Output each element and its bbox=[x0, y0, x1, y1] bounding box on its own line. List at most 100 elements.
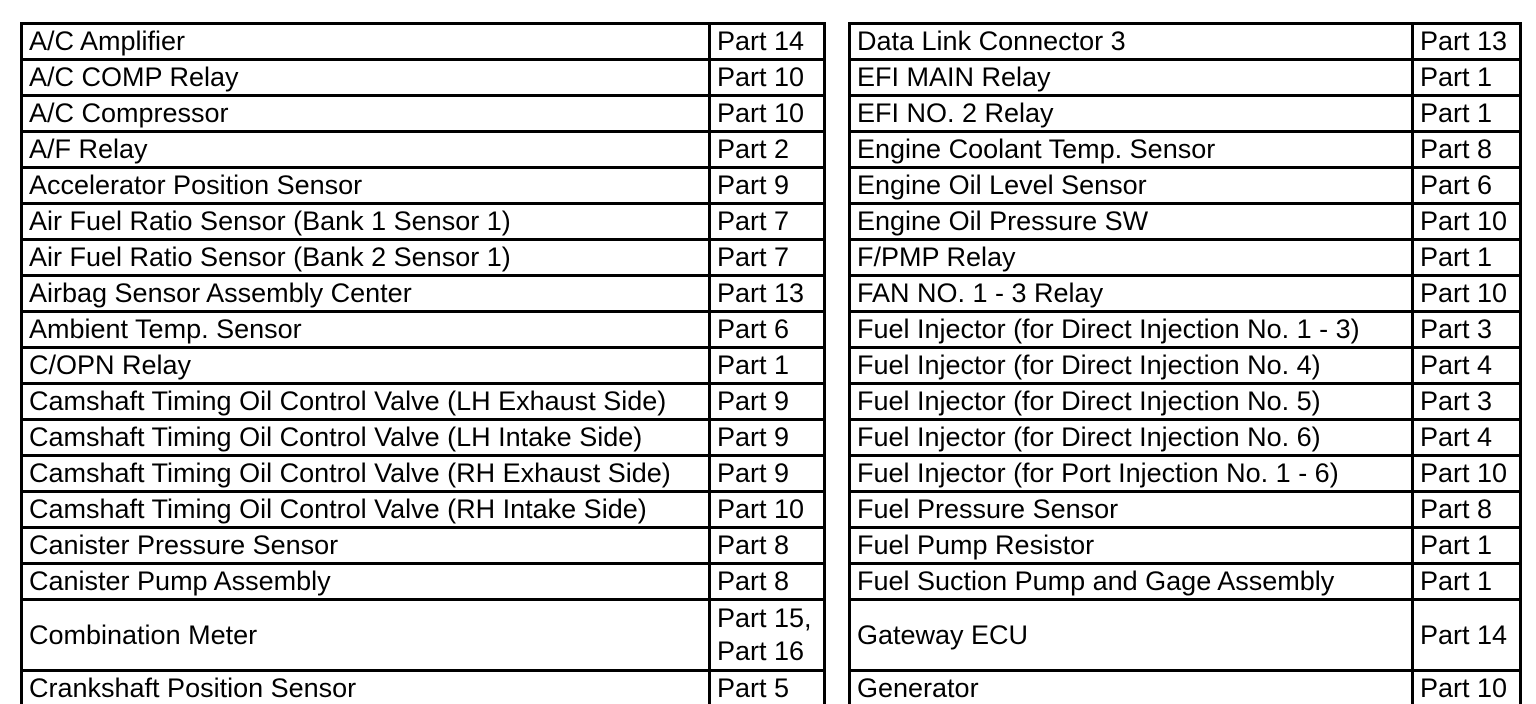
part-number-cell: Part 9 bbox=[717, 170, 790, 200]
table-row: A/C COMP Relay Part 10 bbox=[23, 61, 823, 97]
part-number-cell: Part 10 bbox=[717, 494, 805, 524]
part-number-cell: Part 8 bbox=[717, 566, 790, 596]
part-number-cell: Part 13 bbox=[717, 278, 805, 308]
component-name-cell: Fuel Injector (for Direct Injection No. … bbox=[851, 421, 1414, 454]
component-name-cell: Camshaft Timing Oil Control Valve (LH Ex… bbox=[23, 385, 711, 418]
component-name-cell: Fuel Pump Resistor bbox=[851, 529, 1414, 562]
table-row: Airbag Sensor Assembly Center Part 13 bbox=[23, 277, 823, 313]
part-number-cell: Part 2 bbox=[717, 134, 790, 164]
part-number-cell: Part 3 bbox=[1420, 386, 1493, 416]
part-number-cell: Part 10 bbox=[1420, 206, 1508, 236]
table-row: Camshaft Timing Oil Control Valve (RH In… bbox=[23, 493, 823, 529]
part-number-cell: Part 7 bbox=[717, 206, 790, 236]
part-number-cell: Part 7 bbox=[717, 242, 790, 272]
table-row: A/C Amplifier Part 14 bbox=[23, 25, 823, 61]
part-number-cell: Part 1 bbox=[1420, 530, 1493, 560]
component-name-cell: A/F Relay bbox=[23, 133, 711, 166]
table-row: Fuel Pump Resistor Part 1 bbox=[851, 529, 1519, 565]
table-row: Generator Part 10 bbox=[851, 672, 1519, 704]
component-name-cell: Fuel Injector (for Direct Injection No. … bbox=[851, 313, 1414, 346]
table-row: Camshaft Timing Oil Control Valve (LH Ex… bbox=[23, 385, 823, 421]
component-name-cell: Canister Pressure Sensor bbox=[23, 529, 711, 562]
table-row: Accelerator Position Sensor Part 9 bbox=[23, 169, 823, 205]
table-row: Fuel Injector (for Direct Injection No. … bbox=[851, 313, 1519, 349]
component-name-cell: EFI NO. 2 Relay bbox=[851, 97, 1414, 130]
component-name-cell: A/C Amplifier bbox=[23, 25, 711, 58]
table-row: Fuel Injector (for Direct Injection No. … bbox=[851, 385, 1519, 421]
component-name-cell: Canister Pump Assembly bbox=[23, 565, 711, 598]
part-number-cell: Part 8 bbox=[717, 530, 790, 560]
part-number-cell: Part 5 bbox=[717, 673, 790, 703]
component-name-cell: C/OPN Relay bbox=[23, 349, 711, 382]
table-row: EFI NO. 2 Relay Part 1 bbox=[851, 97, 1519, 133]
table-row: EFI MAIN Relay Part 1 bbox=[851, 61, 1519, 97]
table-row: Engine Oil Pressure SW Part 10 bbox=[851, 205, 1519, 241]
component-name-cell: Generator bbox=[851, 672, 1414, 704]
table-row: Fuel Injector (for Port Injection No. 1 … bbox=[851, 457, 1519, 493]
part-number-cell: Part 1 bbox=[1420, 566, 1493, 596]
table-row: Ambient Temp. Sensor Part 6 bbox=[23, 313, 823, 349]
component-name-cell: Accelerator Position Sensor bbox=[23, 169, 711, 202]
component-name-cell: Fuel Pressure Sensor bbox=[851, 493, 1414, 526]
table-row: Fuel Injector (for Direct Injection No. … bbox=[851, 421, 1519, 457]
table-row: F/PMP Relay Part 1 bbox=[851, 241, 1519, 277]
component-name-cell: Data Link Connector 3 bbox=[851, 25, 1414, 58]
part-number-cell: Part 1 bbox=[1420, 242, 1493, 272]
table-row: Engine Oil Level Sensor Part 6 bbox=[851, 169, 1519, 205]
part-number-cell: Part 8 bbox=[1420, 494, 1493, 524]
table-row: FAN NO. 1 - 3 Relay Part 10 bbox=[851, 277, 1519, 313]
part-number-cell: Part 10 bbox=[1420, 278, 1508, 308]
part-number-cell: Part 13 bbox=[1420, 26, 1508, 56]
component-name-cell: Engine Oil Level Sensor bbox=[851, 169, 1414, 202]
component-name-cell: Fuel Injector (for Port Injection No. 1 … bbox=[851, 457, 1414, 490]
component-name-cell: Camshaft Timing Oil Control Valve (RH In… bbox=[23, 493, 711, 526]
table-row: A/C Compressor Part 10 bbox=[23, 97, 823, 133]
part-number-cell: Part 9 bbox=[717, 458, 790, 488]
table-row: Camshaft Timing Oil Control Valve (RH Ex… bbox=[23, 457, 823, 493]
part-number-cell: Part 14 bbox=[1420, 619, 1508, 650]
table-row: Fuel Injector (for Direct Injection No. … bbox=[851, 349, 1519, 385]
component-name-cell: Airbag Sensor Assembly Center bbox=[23, 277, 711, 310]
parts-table-right: Data Link Connector 3 Part 13 EFI MAIN Rel… bbox=[848, 22, 1522, 704]
part-number-cell: Part 1 bbox=[717, 350, 790, 380]
part-number-cell: Part 6 bbox=[717, 314, 790, 344]
part-number-cell: Part 6 bbox=[1420, 170, 1493, 200]
table-row: Crankshaft Position Sensor Part 5 bbox=[23, 672, 823, 704]
component-name-cell: Fuel Injector (for Direct Injection No. … bbox=[851, 385, 1414, 418]
component-name-cell: F/PMP Relay bbox=[851, 241, 1414, 274]
component-name-cell: Air Fuel Ratio Sensor (Bank 2 Sensor 1) bbox=[23, 241, 711, 274]
part-number-cell: Part 3 bbox=[1420, 314, 1493, 344]
table-row: Fuel Pressure Sensor Part 8 bbox=[851, 493, 1519, 529]
component-name-cell: FAN NO. 1 - 3 Relay bbox=[851, 277, 1414, 310]
component-name-cell: Fuel Injector (for Direct Injection No. … bbox=[851, 349, 1414, 382]
part-number-cell: Part 10 bbox=[1420, 673, 1508, 703]
table-row: Camshaft Timing Oil Control Valve (LH In… bbox=[23, 421, 823, 457]
table-row: A/F Relay Part 2 bbox=[23, 133, 823, 169]
table-row: Canister Pump Assembly Part 8 bbox=[23, 565, 823, 601]
component-name-cell: Fuel Suction Pump and Gage Assembly bbox=[851, 565, 1414, 598]
component-name-cell: EFI MAIN Relay bbox=[851, 61, 1414, 94]
component-name-cell: Camshaft Timing Oil Control Valve (RH Ex… bbox=[23, 457, 711, 490]
component-name-cell: Crankshaft Position Sensor bbox=[23, 672, 711, 704]
part-number-cell: Part 1 bbox=[1420, 98, 1493, 128]
part-number-cell: Part 9 bbox=[717, 386, 790, 416]
component-name-cell: A/C Compressor bbox=[23, 97, 711, 130]
table-row: Air Fuel Ratio Sensor (Bank 1 Sensor 1) P… bbox=[23, 205, 823, 241]
table-row: Air Fuel Ratio Sensor (Bank 2 Sensor 1) P… bbox=[23, 241, 823, 277]
component-name-cell: Camshaft Timing Oil Control Valve (LH In… bbox=[23, 421, 711, 454]
part-number-cell: Part 10 bbox=[717, 62, 805, 92]
table-row: Combination Meter Part 15, Part 16 bbox=[23, 601, 823, 672]
component-name-cell: Engine Oil Pressure SW bbox=[851, 205, 1414, 238]
part-number-cell: Part 10 bbox=[1420, 458, 1508, 488]
table-row: Data Link Connector 3 Part 13 bbox=[851, 25, 1519, 61]
part-number-cell: Part 4 bbox=[1420, 422, 1493, 452]
component-name-cell: Air Fuel Ratio Sensor (Bank 1 Sensor 1) bbox=[23, 205, 711, 238]
table-row: Canister Pressure Sensor Part 8 bbox=[23, 529, 823, 565]
table-row: C/OPN Relay Part 1 bbox=[23, 349, 823, 385]
part-number-cell: Part 10 bbox=[717, 98, 805, 128]
part-number-cell: Part 14 bbox=[717, 26, 805, 56]
component-name-cell: Combination Meter bbox=[23, 601, 711, 669]
component-name-cell: Gateway ECU bbox=[851, 601, 1414, 669]
component-name-cell: Ambient Temp. Sensor bbox=[23, 313, 711, 346]
part-number-cell: Part 8 bbox=[1420, 134, 1493, 164]
